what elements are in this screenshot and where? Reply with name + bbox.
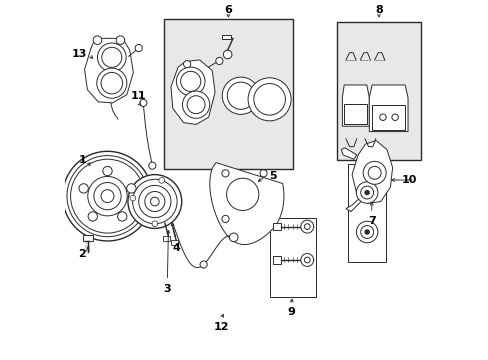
Circle shape: [93, 36, 102, 44]
Circle shape: [152, 221, 158, 226]
Circle shape: [304, 257, 309, 263]
Circle shape: [70, 159, 144, 233]
Text: 9: 9: [286, 307, 294, 317]
Bar: [163, 236, 169, 241]
Circle shape: [187, 96, 204, 114]
Polygon shape: [346, 194, 369, 212]
Text: 8: 8: [374, 5, 382, 15]
Circle shape: [356, 221, 377, 243]
Polygon shape: [171, 60, 215, 125]
Circle shape: [102, 47, 122, 67]
Polygon shape: [351, 140, 392, 203]
Circle shape: [247, 78, 290, 121]
Text: 5: 5: [269, 171, 277, 181]
Circle shape: [88, 212, 97, 221]
Circle shape: [132, 179, 177, 224]
Polygon shape: [341, 148, 356, 159]
Circle shape: [140, 99, 147, 107]
Circle shape: [253, 84, 285, 115]
Circle shape: [102, 166, 112, 176]
Circle shape: [97, 43, 126, 72]
Circle shape: [360, 186, 373, 199]
Polygon shape: [273, 256, 281, 264]
Circle shape: [222, 170, 228, 177]
Circle shape: [300, 220, 313, 233]
Circle shape: [222, 215, 228, 222]
Polygon shape: [209, 163, 284, 244]
Polygon shape: [368, 85, 407, 132]
Bar: [269, 218, 316, 297]
Bar: [336, 22, 421, 160]
Circle shape: [229, 233, 238, 242]
Circle shape: [227, 82, 254, 109]
Circle shape: [128, 175, 182, 228]
Bar: [371, 105, 405, 130]
Polygon shape: [84, 39, 133, 103]
Text: 4: 4: [172, 243, 180, 253]
Circle shape: [182, 91, 209, 118]
Text: 6: 6: [224, 5, 232, 15]
Bar: [171, 240, 178, 245]
Circle shape: [222, 77, 259, 114]
Text: 1: 1: [78, 155, 86, 165]
Circle shape: [223, 50, 231, 59]
Circle shape: [150, 197, 159, 206]
Circle shape: [367, 166, 380, 179]
Circle shape: [94, 183, 121, 210]
Circle shape: [364, 190, 369, 195]
Circle shape: [101, 72, 122, 94]
Bar: [82, 234, 93, 241]
Circle shape: [180, 71, 201, 91]
Circle shape: [356, 182, 377, 203]
Circle shape: [116, 36, 124, 44]
Bar: [348, 164, 386, 262]
Circle shape: [97, 68, 126, 98]
Circle shape: [260, 170, 266, 177]
Circle shape: [130, 195, 136, 201]
Circle shape: [391, 114, 398, 121]
Circle shape: [144, 192, 164, 212]
Polygon shape: [222, 35, 230, 39]
Circle shape: [200, 261, 207, 268]
Circle shape: [363, 161, 386, 184]
Text: 10: 10: [401, 175, 416, 185]
Circle shape: [62, 151, 152, 241]
Text: 13: 13: [72, 49, 87, 59]
Polygon shape: [273, 223, 281, 230]
Circle shape: [304, 224, 309, 229]
Circle shape: [139, 185, 171, 218]
Circle shape: [88, 176, 127, 216]
Circle shape: [360, 226, 373, 238]
Circle shape: [79, 184, 88, 193]
Circle shape: [300, 253, 313, 266]
Circle shape: [135, 44, 142, 51]
Circle shape: [183, 60, 190, 68]
Circle shape: [67, 156, 148, 237]
Text: 11: 11: [131, 91, 146, 101]
Circle shape: [226, 178, 258, 211]
Circle shape: [126, 184, 136, 193]
Circle shape: [176, 67, 204, 96]
Circle shape: [159, 177, 164, 183]
Text: 7: 7: [367, 216, 375, 226]
Circle shape: [379, 114, 386, 121]
Bar: [163, 19, 292, 169]
Circle shape: [148, 162, 156, 169]
Text: 12: 12: [213, 321, 228, 332]
Bar: [344, 104, 366, 125]
Polygon shape: [342, 85, 368, 126]
Circle shape: [364, 229, 369, 234]
Circle shape: [117, 212, 127, 221]
Text: 2: 2: [78, 248, 86, 258]
Text: 3: 3: [163, 284, 171, 294]
Circle shape: [215, 57, 223, 64]
Circle shape: [101, 190, 114, 203]
